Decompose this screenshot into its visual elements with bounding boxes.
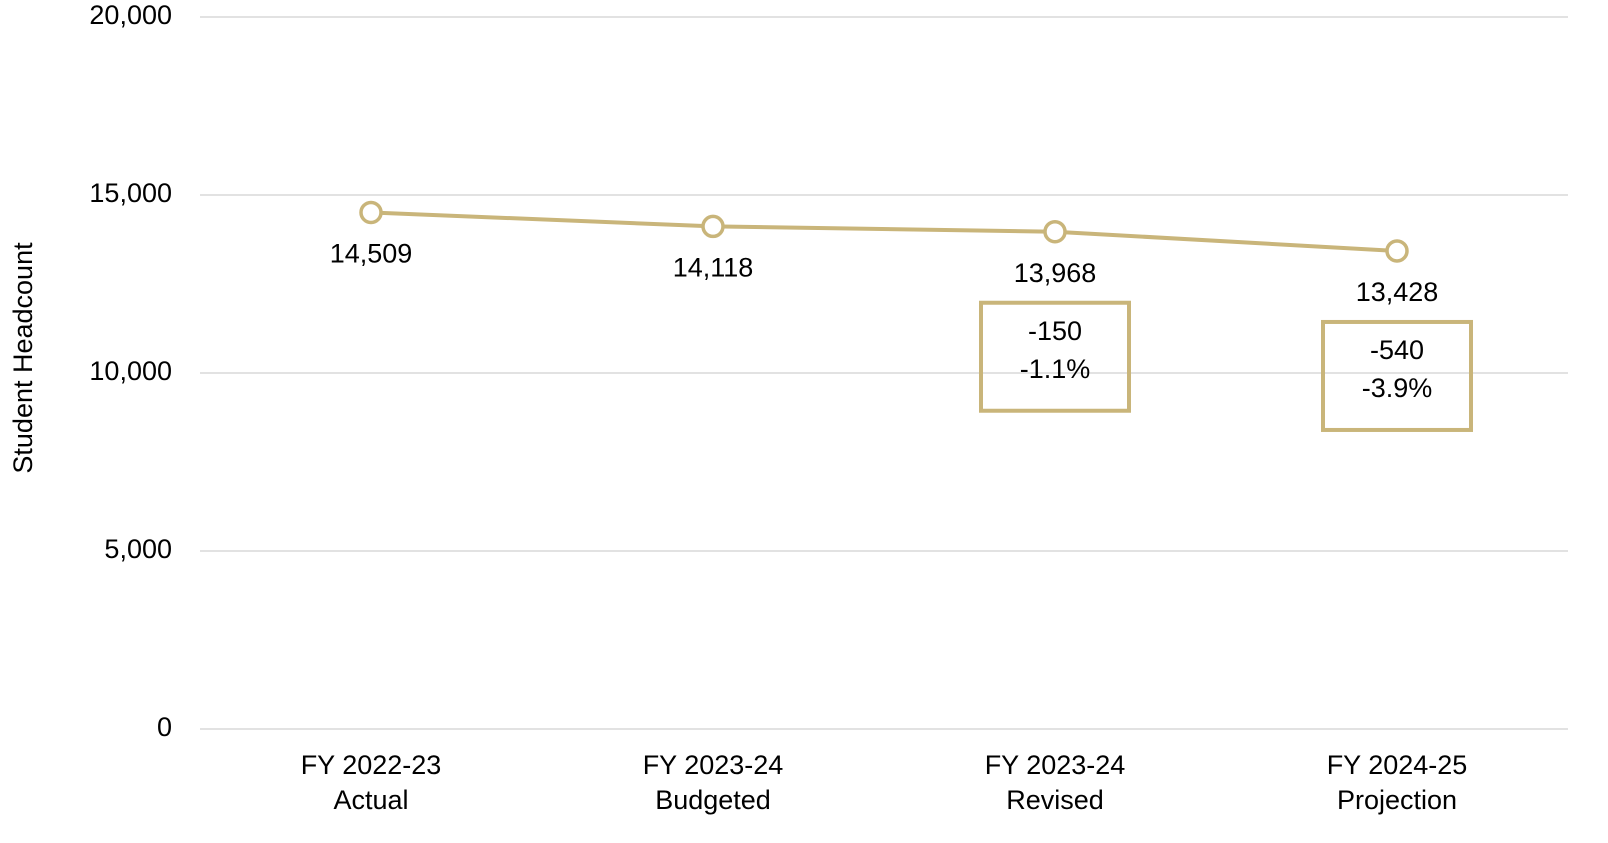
x-tick-label: Revised xyxy=(1006,785,1104,815)
annotation-box xyxy=(979,300,1131,413)
data-label: 14,509 xyxy=(330,239,413,269)
x-tick-label: FY 2022-23 xyxy=(301,750,442,780)
x-tick-label: FY 2023-24 xyxy=(985,750,1126,780)
data-label: 14,118 xyxy=(673,253,754,283)
y-tick-label: 10,000 xyxy=(89,356,172,386)
marker xyxy=(359,200,383,225)
y-axis-label: Student Headcount xyxy=(8,242,38,474)
annotation-box xyxy=(1321,319,1473,432)
x-tick-label: FY 2023-24 xyxy=(643,750,784,780)
annotation: -3.9% xyxy=(1362,373,1433,403)
data-label: 13,428 xyxy=(1356,277,1439,307)
marker xyxy=(1385,239,1409,263)
annotation: -540 xyxy=(1370,335,1424,365)
x-tick-label: Projection xyxy=(1337,785,1457,815)
annotation: -1.1% xyxy=(1020,354,1091,384)
y-tick-label: 0 xyxy=(157,712,172,742)
y-tick-label: 5,000 xyxy=(104,534,172,564)
x-tick-label: Budgeted xyxy=(655,785,771,815)
line xyxy=(370,210,1398,253)
marker xyxy=(701,214,725,239)
marker xyxy=(1043,219,1067,244)
y-tick-label: 20,000 xyxy=(89,0,172,30)
y-tick-label: 15,000 xyxy=(89,178,172,208)
annotation: -150 xyxy=(1028,316,1082,346)
x-tick-label: Actual xyxy=(333,785,408,815)
x-tick-label: FY 2024-25 xyxy=(1327,750,1468,780)
data-label: 13,968 xyxy=(1014,258,1097,288)
